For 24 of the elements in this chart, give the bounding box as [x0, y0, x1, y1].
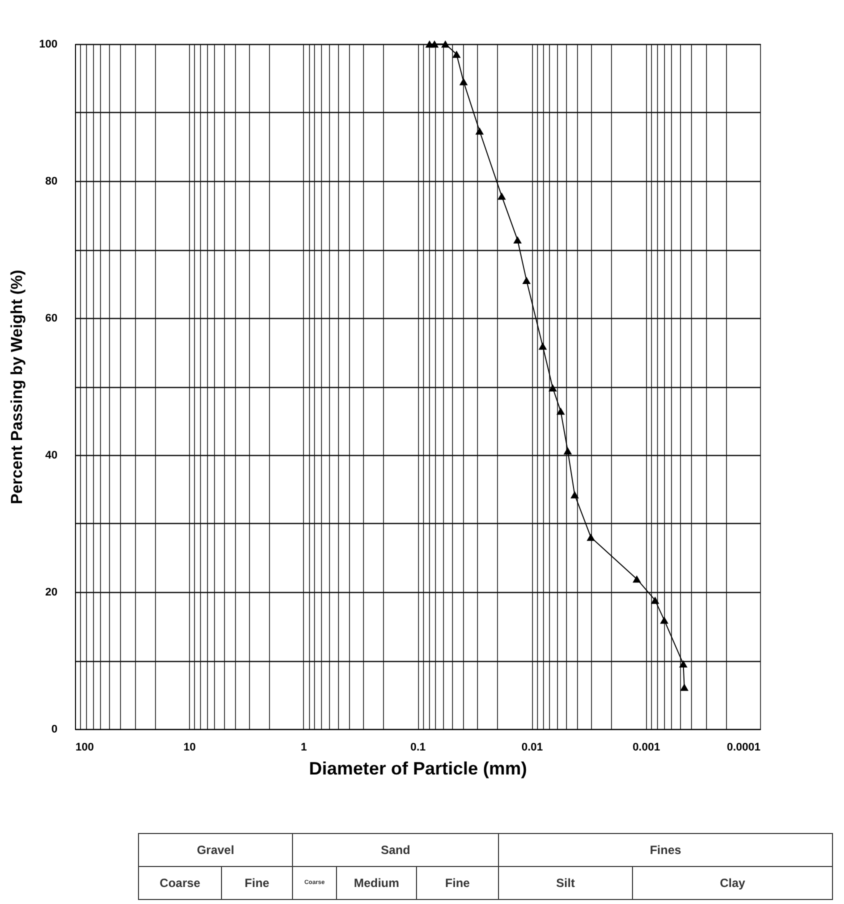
text: Medium — [336, 866, 416, 900]
y-tick-label: 0 — [51, 724, 58, 736]
text: Fine — [222, 866, 292, 900]
text: Silt — [498, 866, 632, 900]
y-tick-label: 100 — [39, 38, 58, 50]
text: Clay — [632, 866, 832, 900]
text: Gravel — [138, 834, 292, 866]
x-tick-label: 0.001 — [632, 742, 660, 754]
y-tick-label: 60 — [45, 312, 58, 324]
x-axis-title: Diameter of Particle (mm) — [308, 758, 528, 778]
text: Sand — [292, 834, 498, 866]
text: Fine — [416, 866, 498, 900]
y-axis-title: Percent Passing by Weight (%) — [9, 270, 26, 504]
x-tick-label: 0.01 — [521, 742, 543, 754]
x-tick-label: 0.1 — [410, 742, 426, 754]
x-tick-label: 10 — [184, 742, 196, 754]
y-tick-label: 20 — [45, 586, 58, 598]
y-tick-label: 80 — [45, 176, 58, 188]
x-tick-label: 100 — [76, 742, 94, 754]
text: Coarse — [138, 866, 222, 900]
text: Fines — [498, 834, 832, 866]
y-tick-label: 40 — [45, 450, 58, 462]
x-tick-label: 0.0001 — [726, 742, 760, 754]
x-tick-label: 1 — [300, 742, 307, 754]
